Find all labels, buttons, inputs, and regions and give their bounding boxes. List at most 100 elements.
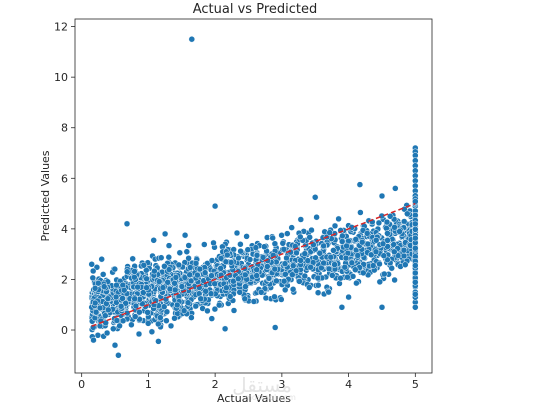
data-point [159, 284, 167, 291]
data-point [327, 253, 335, 261]
data-point [184, 299, 192, 306]
data-point [100, 283, 108, 290]
data-point [131, 313, 139, 320]
data-point [335, 215, 342, 223]
data-point [386, 213, 394, 220]
data-point [123, 268, 131, 275]
data-point [136, 308, 143, 316]
data-point [301, 250, 309, 257]
data-point [161, 230, 169, 238]
data-point [98, 255, 105, 263]
data-point [144, 309, 151, 316]
x-tick-label: 0 [78, 378, 85, 391]
data-point [188, 314, 195, 321]
data-point [384, 256, 391, 264]
data-point [208, 257, 216, 264]
data-point [315, 281, 322, 289]
data-point [208, 315, 216, 322]
data-point [412, 262, 419, 269]
data-point [297, 233, 304, 241]
data-point [208, 272, 215, 279]
data-point [262, 294, 270, 302]
data-point [314, 289, 322, 296]
watermark-logo: مستقل [232, 373, 292, 397]
data-point [188, 35, 196, 43]
data-point [278, 296, 285, 303]
data-point [372, 237, 380, 244]
data-point [412, 291, 419, 298]
data-point [115, 352, 122, 359]
data-point [271, 265, 279, 273]
data-point [253, 266, 260, 273]
data-point [92, 308, 100, 316]
data-point [89, 274, 97, 282]
data-point [105, 306, 112, 314]
data-point [412, 279, 419, 286]
data-point [412, 234, 419, 242]
y-tick-label: 2 [61, 273, 68, 286]
data-point [296, 278, 303, 285]
data-point [244, 246, 252, 253]
data-point [211, 305, 219, 313]
y-tick-label: 4 [61, 223, 68, 236]
data-point [269, 234, 276, 242]
data-point [224, 251, 231, 259]
data-point [280, 277, 288, 285]
data-point [379, 240, 387, 248]
x-tick-label: 2 [212, 378, 219, 391]
data-point [243, 233, 250, 240]
data-point [402, 261, 409, 268]
data-point [390, 241, 397, 248]
data-point [150, 237, 157, 244]
data-point [343, 242, 350, 250]
data-point [354, 252, 362, 259]
data-point [329, 272, 336, 279]
data-point [207, 290, 215, 297]
data-point [236, 289, 243, 296]
data-point [192, 302, 200, 310]
data-point [89, 267, 97, 275]
data-point [183, 248, 191, 255]
data-point [111, 341, 119, 349]
data-point [271, 324, 279, 331]
data-point [304, 257, 312, 264]
x-tick-label: 3 [278, 378, 285, 391]
data-point [308, 226, 315, 234]
data-point [353, 279, 360, 287]
data-point [342, 254, 350, 262]
data-point [165, 266, 173, 273]
data-point [369, 262, 377, 269]
data-point [211, 202, 219, 210]
y-tick-label: 0 [61, 324, 68, 337]
data-point [95, 279, 102, 287]
data-point [316, 250, 324, 257]
data-point [253, 252, 261, 259]
data-point [280, 246, 288, 253]
y-tick-label: 12 [54, 21, 68, 34]
data-point [384, 237, 391, 244]
data-point [185, 242, 192, 249]
data-point [161, 263, 168, 270]
data-point [223, 284, 230, 292]
data-point [412, 269, 419, 277]
data-point [117, 303, 125, 310]
data-point [279, 240, 287, 247]
data-point [339, 232, 346, 240]
data-point [94, 332, 102, 339]
data-point [360, 269, 367, 277]
data-point [185, 255, 192, 262]
data-point [235, 254, 242, 262]
data-point [320, 259, 327, 267]
data-point [211, 280, 218, 288]
data-point [210, 239, 217, 247]
data-point [314, 274, 322, 282]
data-point [157, 314, 164, 321]
data-point [282, 271, 289, 278]
data-point [352, 266, 359, 273]
data-point [171, 280, 178, 287]
data-point [201, 269, 209, 276]
data-point [155, 320, 162, 328]
data-point [164, 279, 171, 286]
data-point [337, 274, 344, 282]
